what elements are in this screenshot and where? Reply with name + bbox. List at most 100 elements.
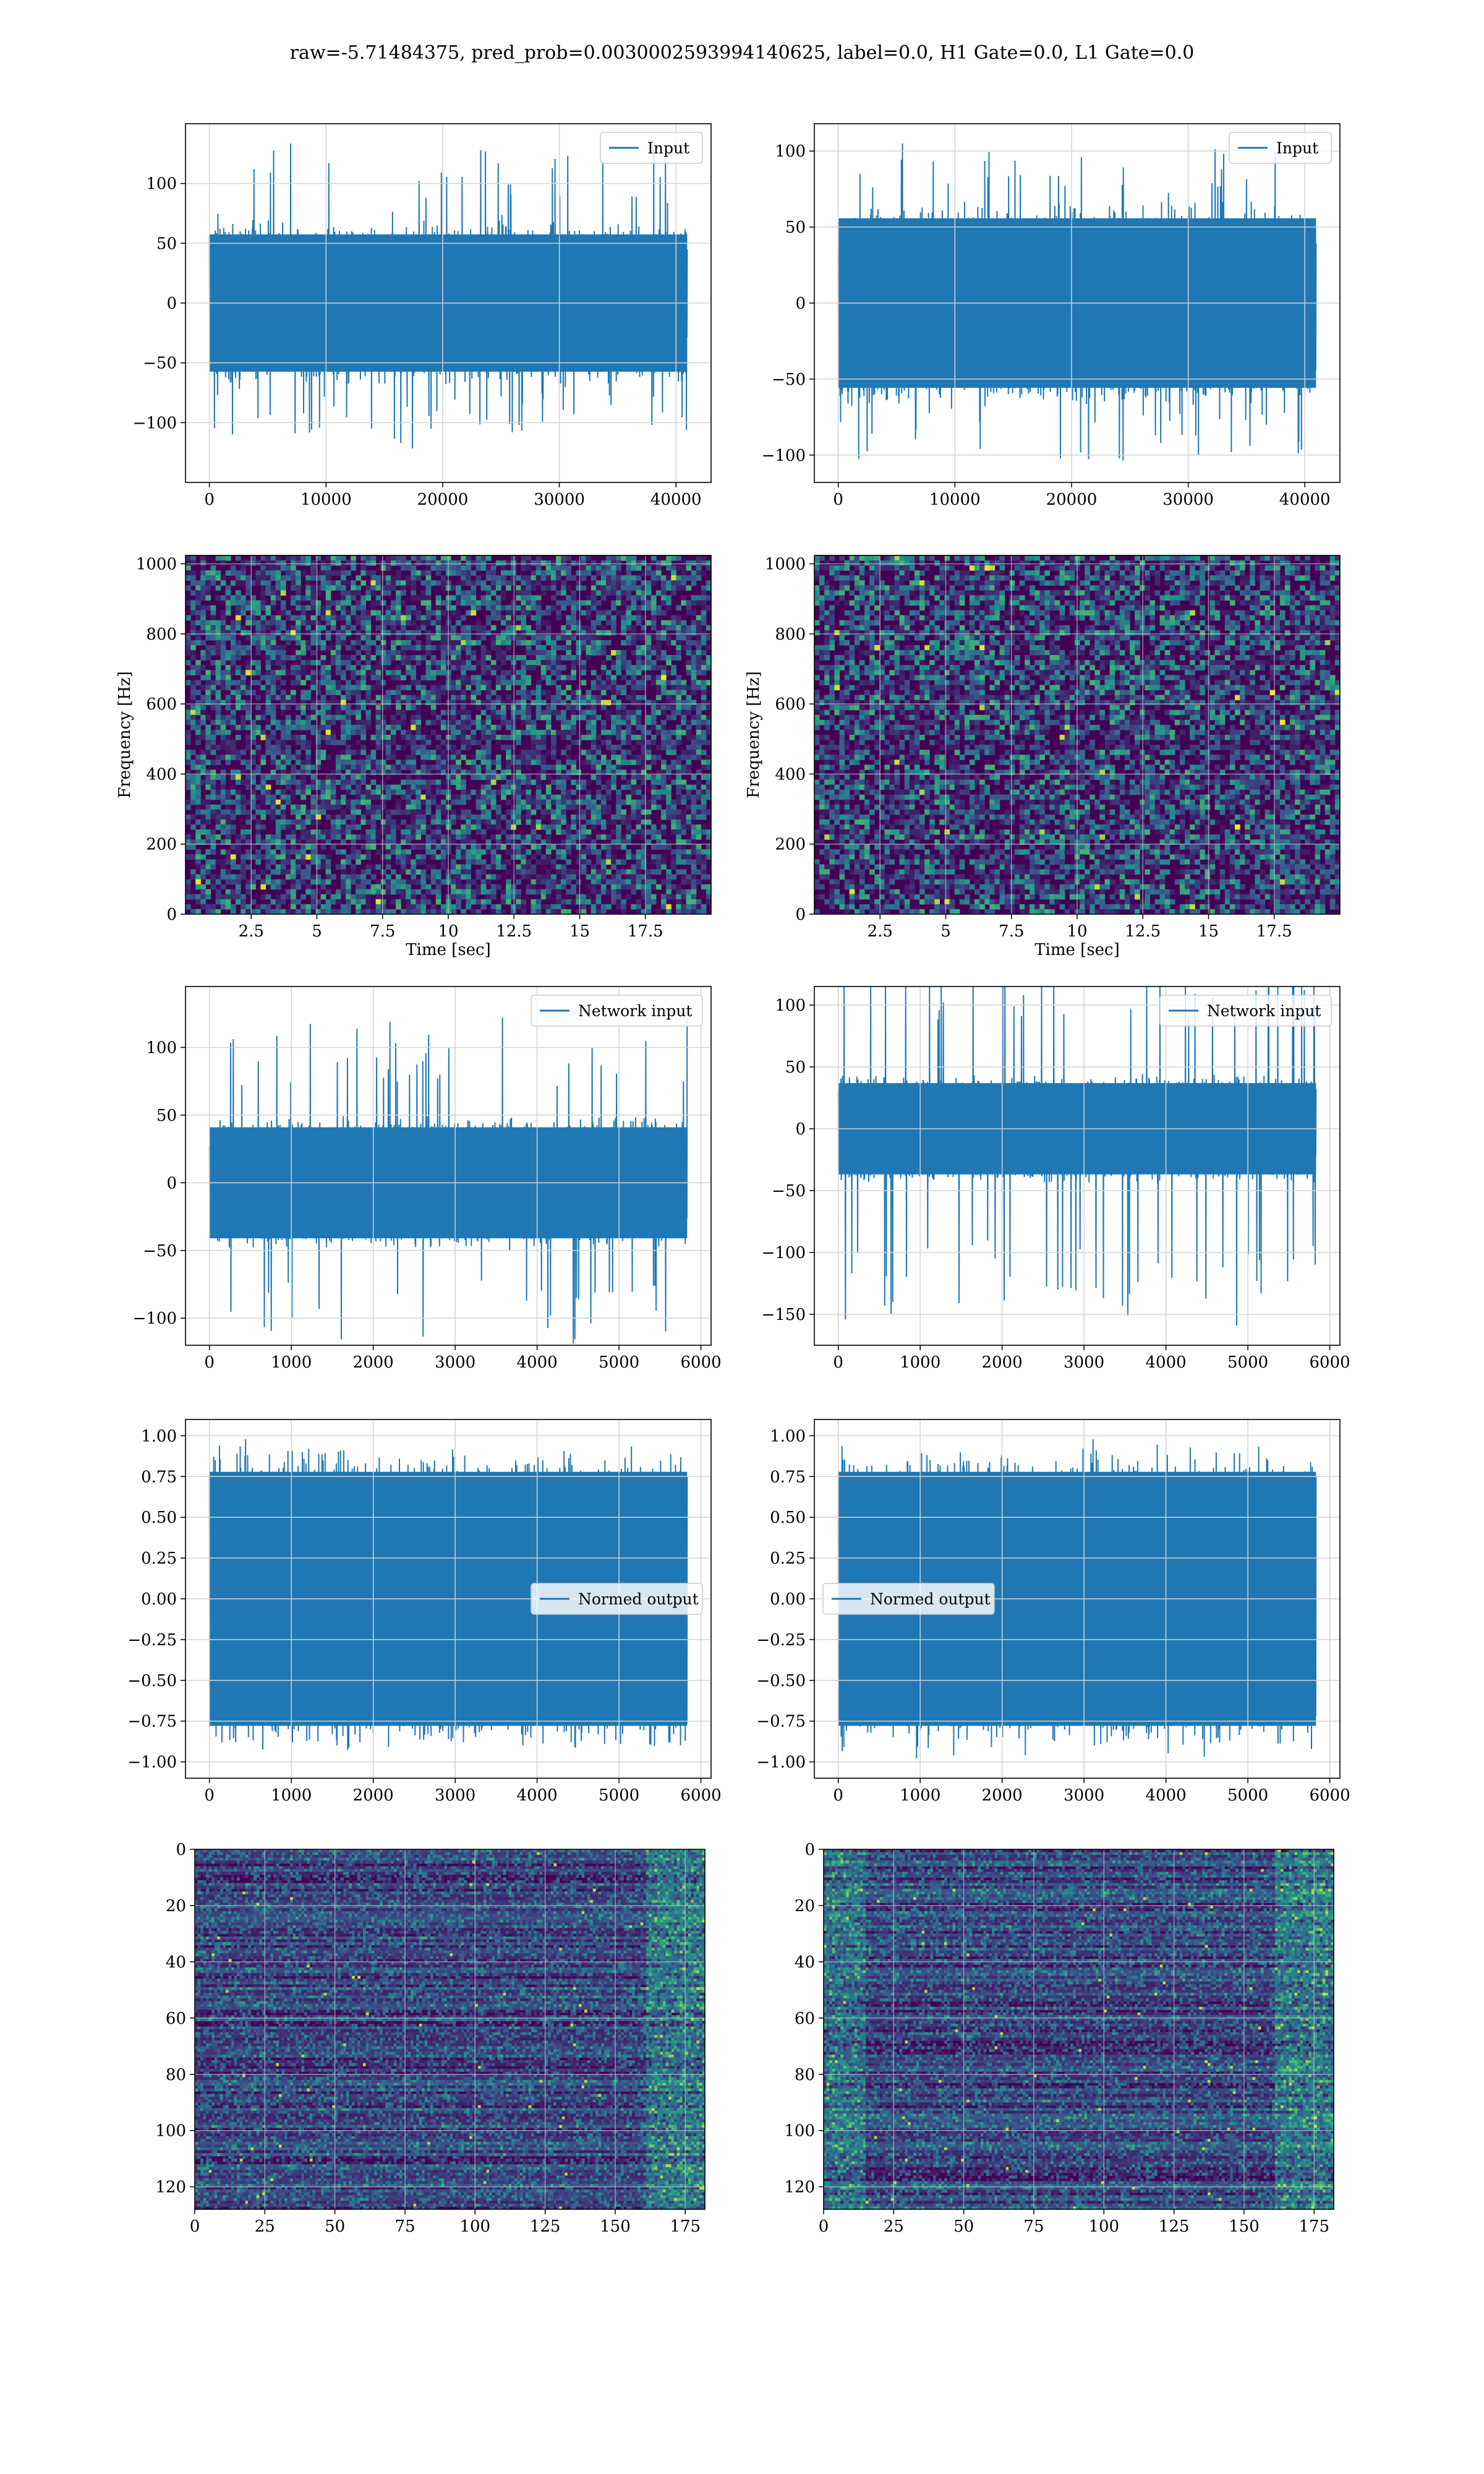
input-left-y-tick-label: 50: [156, 234, 177, 253]
features-right-y-tick-label: 0: [804, 1841, 815, 1859]
features-left-x-tick-label: 175: [670, 2217, 701, 2236]
features-left-x-tick-label: 125: [530, 2217, 561, 2236]
input-left-x-tick-label: 10000: [301, 490, 352, 509]
features-right-x-tick-label: 75: [1023, 2217, 1044, 2236]
network-left-y-tick-label: 50: [156, 1106, 177, 1125]
input-left-grid: [186, 124, 711, 482]
input-right-x-tick-label: 0: [833, 490, 843, 509]
input-left-plot-area: [208, 143, 688, 449]
normed-right-y-tick-label: 0.00: [770, 1590, 806, 1609]
input-right-y-tick-label: 100: [775, 142, 806, 161]
features-right-y-tick-label: 80: [795, 2066, 815, 2084]
normed-right-x-tick-label: 1000: [900, 1786, 940, 1805]
features-right-x-tick-label: 25: [884, 2217, 904, 2236]
spectrogram-left-chart: 2.5 5 7.5 10 12.5 15 17.5 0 200 400 600 800 1000 Time…: [116, 555, 712, 959]
network-left-y-tick-label: 100: [146, 1038, 177, 1057]
features-left-x-tick-label: 100: [459, 2217, 490, 2236]
features-right-chart: 0 25 50 75 100 125 150 175 0 20 40 60 80 100 120: [784, 1841, 1334, 2236]
normed-left-x-tick-label: 6000: [680, 1786, 721, 1805]
network-right-x-tick-label: 0: [833, 1353, 843, 1372]
spectrogram-left-x-tick-label: 17.5: [628, 922, 663, 941]
spectrogram-left-x-tick-label: 10: [438, 922, 458, 941]
spectrogram-left-x-axis-label: Time [sec]: [406, 941, 491, 959]
figure-title: raw=-5.71484375, pred_prob=0.00300025939…: [0, 42, 1484, 64]
normed-left-x-tick-label: 3000: [435, 1786, 475, 1805]
normed-left-y-tick-label: −1.00: [127, 1753, 177, 1772]
network-left-plot-area: [208, 1017, 688, 1344]
input-right-chart: 0 10000 20000 30000 40000 −100 −50 0 50 100 Input: [762, 123, 1341, 509]
features-left-x-tick-label: 150: [600, 2217, 631, 2236]
network-right-grid: [814, 987, 1340, 1345]
features-right-frame: [823, 1849, 1334, 2210]
network-left-chart: 0 1000 2000 3000 4000 5000 6000 −100 −50 0 50 100 Ne…: [133, 986, 722, 1372]
features-left-x-tick-label: 75: [394, 2217, 415, 2236]
spectrogram-left-grid: [186, 555, 711, 915]
spectrogram-right-y-tick-label: 800: [775, 625, 806, 644]
features-right-x-tick-label: 0: [819, 2217, 829, 2236]
network-right-x-tick-label: 3000: [1064, 1353, 1104, 1372]
features-right-x-tick-label: 100: [1088, 2217, 1119, 2236]
input-left-y-tick-label: 100: [146, 175, 177, 194]
spectrogram-right-y-tick-label: 200: [775, 836, 806, 854]
input-right-x-tick-label: 20000: [1046, 490, 1098, 509]
normed-left-y-tick-label: −0.25: [127, 1631, 177, 1650]
network-right-y-tick-label: −50: [772, 1182, 806, 1201]
spectrogram-left-y-tick-label: 0: [166, 905, 177, 924]
normed-left-x-tick-label: 1000: [271, 1786, 312, 1805]
normed-left-y-tick-label: 0.00: [141, 1590, 177, 1609]
features-left-y-tick-label: 80: [166, 2066, 186, 2084]
input-right-x-tick-label: 40000: [1279, 490, 1331, 509]
spectrogram-right-y-axis-label: Frequency [Hz]: [744, 671, 763, 798]
normed-right-y-tick-label: −1.00: [756, 1753, 806, 1772]
input-left-y-tick-label: 0: [166, 294, 177, 313]
input-right-plot-area: [837, 143, 1317, 461]
features-right-y-tick-label: 20: [795, 1897, 815, 1915]
normed-left-x-tick-label: 0: [204, 1786, 215, 1805]
input-left-chart: 0 10000 20000 30000 40000 −100 −50 0 50 100 Input: [133, 123, 712, 509]
features-left-y-tick-label: 0: [176, 1841, 186, 1859]
normed-right-y-tick-label: 0.25: [770, 1549, 806, 1568]
normed-right-legend-label: Normed output: [870, 1590, 991, 1608]
spectrogram-left-y-tick-label: 600: [146, 695, 177, 714]
input-right-legend: Input: [1229, 132, 1332, 164]
spectrogram-right-y-tick-label: 1000: [765, 555, 806, 574]
spectrogram-right-x-tick-label: 2.5: [868, 922, 893, 941]
network-right-y-tick-label: −150: [762, 1306, 806, 1324]
normed-left-legend-label: Normed output: [578, 1590, 699, 1608]
normed-left-legend: Normed output: [531, 1583, 703, 1615]
normed-left-y-tick-label: 0.50: [141, 1509, 177, 1527]
normed-right-legend: Normed output: [822, 1583, 995, 1615]
spectrogram-right-y-tick-label: 600: [775, 695, 806, 714]
input-right-y-tick-label: 0: [795, 294, 806, 313]
normed-left-y-tick-label: −0.50: [127, 1672, 177, 1690]
input-left-x-tick-label: 40000: [650, 490, 702, 509]
network-right-y-tick-label: −100: [762, 1244, 806, 1262]
spectrogram-right-y-tick-label: 400: [775, 765, 806, 784]
network-left-y-tick-label: −50: [143, 1242, 177, 1261]
normed-right-chart: 0 1000 2000 3000 4000 5000 6000 −1.00 −0.75 −0.50…: [756, 1419, 1350, 1805]
network-left-legend-label: Network input: [578, 1002, 692, 1020]
spectrogram-left-x-tick-label: 5: [312, 922, 322, 941]
features-right-plot-area: [824, 1849, 1334, 2209]
network-right-frame: [814, 986, 1341, 1346]
features-right-x-tick-label: 175: [1298, 2217, 1329, 2236]
input-left-x-tick-label: 20000: [417, 490, 469, 509]
features-left-y-tick-label: 40: [166, 1953, 186, 1972]
normed-left-x-tick-label: 2000: [353, 1786, 394, 1805]
features-left-x-tick-label: 25: [255, 2217, 275, 2236]
network-left-y-tick-label: −100: [133, 1309, 177, 1328]
normed-right-x-tick-label: 0: [833, 1786, 843, 1805]
features-left-x-tick-label: 50: [325, 2217, 345, 2236]
features-left-y-tick-label: 120: [155, 2178, 186, 2197]
features-right-y-tick-label: 60: [795, 2010, 815, 2028]
spectrogram-left-y-tick-label: 400: [146, 765, 177, 784]
spectrogram-right-x-tick-label: 17.5: [1256, 922, 1292, 941]
spectrogram-left-y-axis-label: Frequency [Hz]: [116, 671, 134, 798]
input-right-y-tick-label: 50: [785, 218, 806, 237]
normed-right-y-tick-label: −0.50: [756, 1672, 806, 1690]
network-right-y-tick-label: 100: [775, 996, 806, 1015]
spectrogram-right-x-tick-label: 12.5: [1125, 922, 1161, 941]
network-right-plot-area: [837, 987, 1317, 1326]
spectrogram-left-x-tick-label: 15: [569, 922, 590, 941]
features-left-y-tick-label: 20: [166, 1897, 186, 1915]
